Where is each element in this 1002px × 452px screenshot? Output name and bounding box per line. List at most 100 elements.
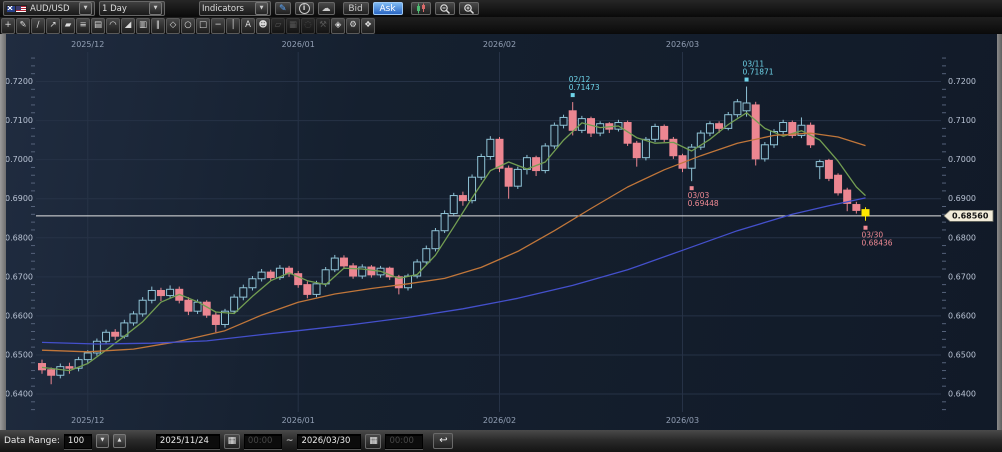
zoom-out-button[interactable]	[434, 2, 455, 15]
announcement-tool-button[interactable]: ☻	[256, 17, 270, 34]
svg-text:2025/12: 2025/12	[71, 40, 104, 49]
svg-text:0.68436: 0.68436	[862, 239, 893, 248]
horizontal-lines-tool-button[interactable]: ≡	[76, 17, 90, 34]
ask-label: Ask	[379, 3, 396, 14]
svg-text:0.6600: 0.6600	[948, 311, 976, 320]
svg-text:0.71473: 0.71473	[569, 83, 600, 92]
start-date-input[interactable]: 2025/11/24	[155, 433, 220, 449]
timeframe-selector[interactable]: 1 Day ▼	[99, 1, 165, 16]
vertical-line-tool-button[interactable]: │	[226, 17, 240, 34]
price-chart[interactable]: 0.7200 0.7200 0.7100 0.7100 0.7000 0.7000 0.69…	[0, 34, 1002, 430]
svg-text:0.6800: 0.6800	[948, 233, 976, 242]
text-tool-button[interactable]: A	[241, 17, 255, 34]
calendar-icon: ▦	[227, 435, 237, 446]
data-range-increase-button[interactable]: ▲	[112, 434, 126, 448]
hammer-tool-button: ⚒	[316, 17, 330, 34]
svg-text:0.7100: 0.7100	[948, 116, 976, 125]
rectangle-tool-button[interactable]: □	[196, 17, 210, 34]
calendar-icon: ▦	[369, 435, 378, 446]
brush-tool-button[interactable]: ❖	[361, 17, 375, 34]
svg-text:2026/02: 2026/02	[483, 40, 516, 49]
ask-button[interactable]: Ask	[372, 2, 403, 15]
indicators-menu[interactable]: Indicators ▼	[199, 1, 271, 16]
svg-text:02/12: 02/12	[569, 75, 591, 84]
cloud-icon: ☁	[321, 3, 331, 14]
end-date-calendar-button[interactable]: ▦	[365, 433, 382, 449]
svg-text:2026/03: 2026/03	[666, 416, 699, 425]
marker-tool-button[interactable]: ▰	[61, 17, 75, 34]
short-ma	[41, 112, 866, 372]
svg-text:0.7000: 0.7000	[5, 155, 33, 164]
pitchfork-tool-button[interactable]: ∥	[151, 17, 165, 34]
svg-text:0.69448: 0.69448	[688, 199, 719, 208]
chart-annotations: 02/120.71473 03/110.71871 03/030.69448 03/3…	[569, 60, 893, 248]
svg-text:0.7000: 0.7000	[948, 155, 976, 164]
svg-text:0.6700: 0.6700	[948, 272, 976, 281]
horizontal-line-tool-button[interactable]: ─	[211, 17, 225, 34]
reset-range-button[interactable]: ↩	[433, 433, 454, 449]
arcs-tool-button[interactable]: ◠	[106, 17, 120, 34]
timeframe-dropdown-arrow[interactable]: ▼	[149, 2, 162, 15]
zoom-out-icon	[439, 3, 450, 14]
symbol-dropdown-arrow[interactable]: ▼	[79, 2, 92, 15]
svg-text:2026/03: 2026/03	[666, 40, 699, 49]
polygon-tool-button[interactable]: ◇	[166, 17, 180, 34]
svg-text:03/03: 03/03	[688, 191, 710, 200]
svg-text:0.6500: 0.6500	[948, 350, 976, 359]
svg-text:0.68560: 0.68560	[952, 212, 989, 221]
svg-text:0.6900: 0.6900	[948, 194, 976, 203]
draw-pen-button[interactable]: ✎	[275, 2, 291, 15]
crosshair-tool-button[interactable]: +	[1, 17, 15, 34]
price-grid: 0.7200 0.7200 0.7100 0.7100 0.7000 0.7000 0.69…	[5, 57, 976, 411]
svg-text:0.71871: 0.71871	[743, 68, 774, 77]
start-date-calendar-button[interactable]: ▦	[223, 433, 240, 449]
svg-text:2026/01: 2026/01	[282, 416, 315, 425]
drawing-toolbar: + ✎ ∕ ↗ ▰ ≡ ▤ ◠ ◢ ▥ ∥ ◇ ○ □ ─ │ A ☻ ▱ ▦ ◌ ⚒ ◈ ⚙ ❖	[0, 17, 1002, 34]
chart-background	[0, 34, 1002, 430]
svg-text:2026/02: 2026/02	[483, 416, 516, 425]
svg-text:0.7100: 0.7100	[5, 116, 33, 125]
data-range-decrease-button[interactable]: ▼	[95, 434, 109, 448]
zoom-in-button[interactable]	[458, 2, 479, 15]
eraser-tool-button[interactable]: ◈	[331, 17, 345, 34]
copy-tool-button: ▱	[271, 17, 285, 34]
bid-label: Bid	[348, 3, 363, 14]
indicators-dropdown-arrow[interactable]: ▼	[255, 2, 268, 15]
data-range-bar: Data Range: 100 ▼ ▲ 2025/11/24 ▦ 00:00 ~…	[0, 430, 1002, 452]
zoom-in-icon	[463, 3, 474, 14]
time-grid: 2025/12 2025/12 2026/01 2026/01 2026/02 2026/…	[71, 40, 699, 425]
pencil-tool-button[interactable]: ✎	[16, 17, 30, 34]
flag-icons	[6, 4, 27, 13]
candles-layer	[38, 86, 870, 385]
time-zones-tool-button[interactable]: ▥	[136, 17, 150, 34]
chart-style-button[interactable]	[410, 2, 431, 15]
svg-text:0.6800: 0.6800	[5, 233, 33, 242]
svg-text:0.6400: 0.6400	[5, 390, 33, 399]
info-button[interactable]: i	[294, 2, 314, 15]
svg-text:0.6700: 0.6700	[5, 272, 33, 281]
main-toolbar: AUD/USD ▼ 1 Day ▼ Indicators ▼ ✎ i ☁ Bid…	[0, 0, 1002, 17]
svg-text:0.6900: 0.6900	[5, 194, 33, 203]
start-time-input: 00:00	[243, 433, 282, 449]
end-date-input[interactable]: 2026/03/30	[297, 433, 362, 449]
pen-icon: ✎	[279, 3, 287, 14]
svg-text:0.7200: 0.7200	[5, 77, 33, 86]
range-separator: ~	[285, 436, 294, 446]
settings-tool-button[interactable]: ⚙	[346, 17, 360, 34]
svg-text:2025/12: 2025/12	[71, 416, 104, 425]
mid-ma	[41, 132, 866, 353]
ray-tool-button[interactable]: ↗	[46, 17, 60, 34]
moving-average-lines	[41, 112, 866, 372]
ellipse-tool-button[interactable]: ○	[181, 17, 195, 34]
snapshot-button[interactable]: ☁	[317, 2, 335, 15]
bid-button[interactable]: Bid	[342, 2, 369, 15]
svg-text:03/11: 03/11	[743, 60, 765, 69]
fan-lines-tool-button[interactable]: ◢	[121, 17, 135, 34]
svg-text:03/30: 03/30	[862, 231, 884, 240]
svg-text:0.6400: 0.6400	[948, 390, 976, 399]
current-price-badge: 0.68560	[943, 209, 994, 222]
parallel-lines-tool-button[interactable]: ▤	[91, 17, 105, 34]
data-range-input[interactable]: 100	[63, 433, 92, 449]
symbol-selector[interactable]: AUD/USD ▼	[3, 1, 95, 16]
trendline-tool-button[interactable]: ∕	[31, 17, 45, 34]
